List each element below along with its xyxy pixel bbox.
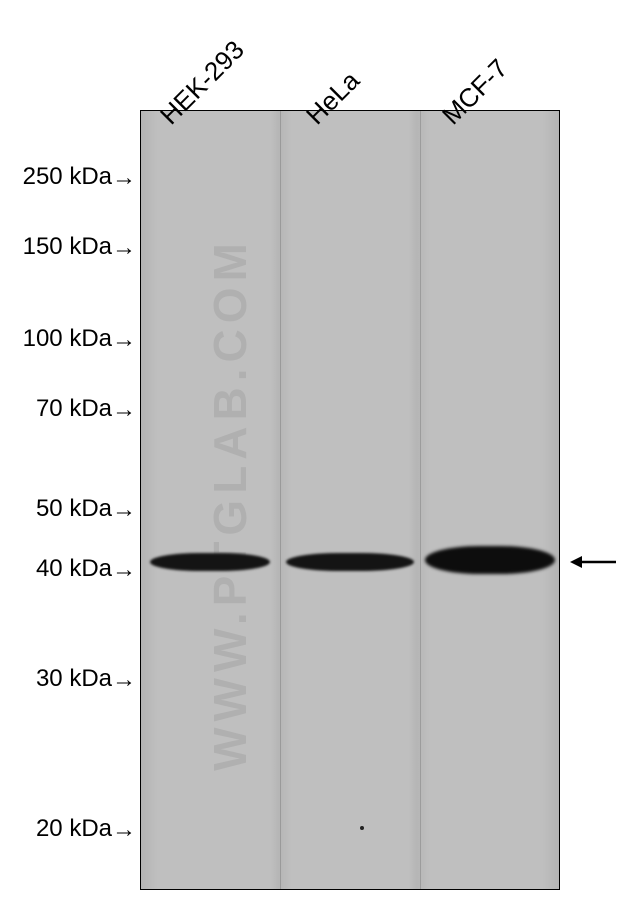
arrow-right-icon: → [112,164,136,192]
marker-label: 30 kDa→ [0,665,136,694]
marker-label: 50 kDa→ [0,495,136,524]
arrow-right-icon: → [112,234,136,262]
blot-figure: WWW.PTGLAB.COM HEK-293 HeLa MCF-7 250 kD… [0,0,620,903]
arrow-right-icon: → [112,666,136,694]
band [425,546,555,574]
band [286,553,414,571]
marker-label: 250 kDa→ [0,163,136,192]
arrow-right-icon: → [112,816,136,844]
marker-label: 20 kDa→ [0,815,136,844]
blot-membrane [140,110,560,890]
marker-label: 70 kDa→ [0,395,136,424]
arrow-right-icon: → [112,496,136,524]
band [150,553,270,571]
marker-label: 40 kDa→ [0,555,136,584]
target-band-arrow-icon [568,550,618,574]
lane-divider [280,110,281,890]
arrow-right-icon: → [112,326,136,354]
lane-divider [420,110,421,890]
arrow-right-icon: → [112,396,136,424]
arrow-right-icon: → [112,556,136,584]
marker-label: 100 kDa→ [0,325,136,354]
marker-label: 150 kDa→ [0,233,136,262]
